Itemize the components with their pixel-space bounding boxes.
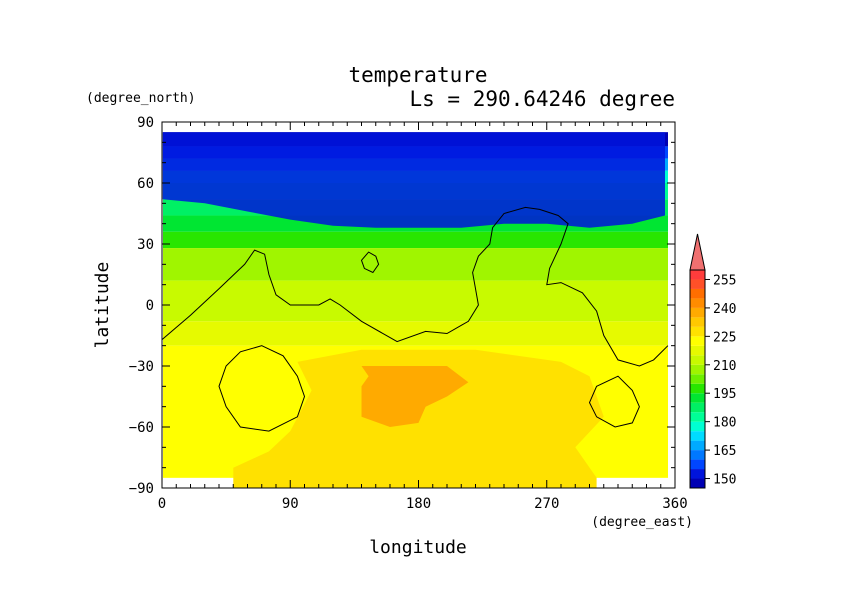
colorbar-swatch-255 [690, 270, 705, 280]
contour-line-1 [218, 345, 306, 432]
colorbar-frame [689, 269, 706, 489]
colorbar-swatch-220 [690, 336, 705, 346]
polar-cap-region [162, 132, 665, 228]
x-axis-label: longitude [369, 537, 467, 558]
x-tick-label-360: 360 [662, 496, 687, 512]
colorbar-swatch-170 [690, 431, 705, 441]
colorbar-swatch-245 [690, 288, 705, 299]
colorbar-swatch-210 [690, 355, 705, 365]
colorbar-swatch-175 [690, 421, 705, 432]
colorbar-swatch-185 [690, 402, 705, 413]
contour-line-0 [161, 206, 669, 367]
colorbar-label-165: 165 [713, 444, 736, 459]
chart-title: temperature [348, 63, 487, 87]
y-tick-label-90: 90 [137, 115, 154, 131]
colorbar-swatch-215 [690, 345, 705, 356]
colorbar-label-195: 195 [713, 387, 736, 402]
contour-line-3 [360, 251, 380, 274]
colorbar-swatch-250 [690, 279, 705, 289]
colorbar-label-210: 210 [713, 359, 736, 374]
colorbar-swatch-180 [690, 412, 705, 422]
colorbar-swatch-165 [690, 440, 705, 451]
temperature-band-7 [163, 231, 668, 249]
chart-subtitle: Ls = 290.64246 degree [409, 87, 675, 111]
x-tick-label-90: 90 [282, 496, 299, 512]
y-axis-label: latitude [92, 262, 113, 349]
colorbar-swatch-190 [690, 393, 705, 403]
y-tick-label--90: −90 [129, 481, 154, 497]
colorbar-swatch-145 [690, 478, 705, 488]
y-axis-unit: (degree_north) [86, 91, 196, 106]
colorbar-swatch-195 [690, 383, 705, 394]
temperature-band-8 [163, 248, 668, 281]
y-tick-label--30: −30 [129, 359, 154, 375]
colorbar-swatch-200 [690, 374, 705, 384]
colorbar: 150 165 180 195 210 225 240 255 [689, 233, 736, 489]
x-axis-unit: (degree_east) [591, 515, 693, 530]
colorbar-swatch-155 [690, 459, 705, 470]
colorbar-label-255: 255 [713, 273, 736, 288]
colorbar-label-240: 240 [713, 302, 736, 317]
x-tick-label-180: 180 [406, 496, 431, 512]
contour-lines [161, 206, 669, 432]
colorbar-swatch-225 [690, 326, 705, 337]
y-axis-ticks: 90 60 30 0 −30 −60 −90 [129, 115, 675, 497]
temperature-band-9 [163, 280, 668, 322]
x-tick-label-270: 270 [534, 496, 559, 512]
y-tick-label-30: 30 [137, 237, 154, 253]
colorbar-label-225: 225 [713, 330, 736, 345]
colorbar-swatch-160 [690, 450, 705, 460]
x-tick-label-0: 0 [158, 496, 166, 512]
temperature-band-10 [163, 321, 668, 346]
contour-line-2 [588, 375, 640, 428]
colorbar-label-150: 150 [713, 473, 736, 488]
warm-region-1 [361, 366, 469, 427]
temperature-field [162, 132, 668, 488]
y-tick-label-0: 0 [146, 298, 154, 314]
colorbar-swatch-230 [690, 317, 705, 327]
colorbar-swatch-150 [690, 469, 705, 479]
colorbar-swatch-240 [690, 298, 705, 308]
x-axis-ticks: 0 90 180 270 360 [158, 122, 688, 512]
y-tick-label--60: −60 [129, 420, 154, 436]
colorbar-label-180: 180 [713, 416, 736, 431]
colorbar-over-triangle [689, 233, 706, 271]
y-tick-label-60: 60 [137, 176, 154, 192]
colorbar-swatch-235 [690, 307, 705, 318]
colorbar-swatch-205 [690, 364, 705, 375]
